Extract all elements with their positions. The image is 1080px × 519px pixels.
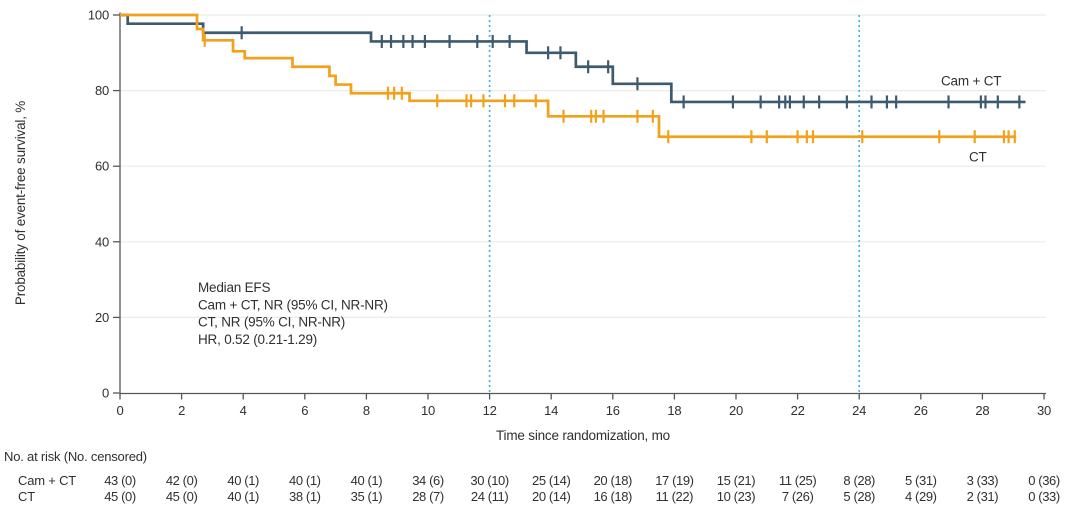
x-axis-ticks: 0 2 4 6 8 10 12 14 16 18 20 22 24 26 28 30: [116, 394, 1051, 418]
x-tick-label: 8: [363, 403, 370, 418]
km-curve-cam-ct: [120, 13, 1026, 104]
risk-value: 40 (1): [227, 473, 259, 488]
y-tick-label: 60: [95, 159, 109, 174]
km-curve-ct: [120, 13, 1017, 139]
risk-value: 8 (28): [843, 473, 875, 488]
x-tick-label: 0: [116, 403, 123, 418]
risk-value: 3 (33): [967, 473, 999, 488]
risk-value: 0 (33): [1028, 489, 1060, 504]
series-label-cam-ct: Cam + CT: [941, 74, 1001, 89]
x-tick-label: 22: [791, 403, 805, 418]
risk-value: 40 (1): [351, 473, 383, 488]
x-tick-label: 30: [1037, 403, 1051, 418]
x-tick-label: 20: [729, 403, 743, 418]
annotation-line: HR, 0.52 (0.21-1.29): [198, 332, 317, 347]
x-tick-label: 4: [240, 403, 247, 418]
y-tick-label: 80: [95, 83, 109, 98]
axes: [119, 12, 1046, 395]
annotation-line: Median EFS: [198, 280, 270, 295]
y-tick-label: 0: [102, 386, 109, 401]
risk-values: 43 (0) 42 (0) 40 (1) 40 (1) 40 (1) 34 (6) 30 (…: [104, 473, 1060, 504]
risk-value: 15 (21): [717, 473, 755, 488]
risk-value: 43 (0): [104, 473, 136, 488]
risk-value: 11 (25): [779, 473, 816, 488]
y-axis-label: Probability of event-free survival, %: [13, 101, 28, 305]
risk-value: 35 (1): [351, 489, 383, 504]
risk-value: 10 (23): [717, 489, 755, 504]
annotation-line: Cam + CT, NR (95% CI, NR-NR): [198, 297, 388, 312]
x-tick-label: 10: [421, 403, 435, 418]
x-tick-label: 16: [606, 403, 620, 418]
x-tick-label: 18: [667, 403, 681, 418]
risk-value: 16 (18): [594, 489, 632, 504]
risk-value: 20 (18): [594, 473, 632, 488]
risk-value: 25 (14): [532, 473, 570, 488]
risk-value: 17 (19): [655, 473, 693, 488]
risk-value: 2 (31): [967, 489, 999, 504]
series-label-ct: CT: [969, 150, 987, 165]
risk-value: 5 (28): [843, 489, 875, 504]
x-tick-label: 6: [301, 403, 308, 418]
risk-value: 7 (26): [782, 489, 814, 504]
risk-value: 4 (29): [905, 489, 937, 504]
risk-value: 40 (1): [227, 489, 259, 504]
gridlines: [120, 14, 1046, 318]
y-tick-label: 40: [95, 234, 109, 249]
risk-table-title: No. at risk (No. censored): [4, 449, 147, 464]
risk-value: 24 (11): [471, 489, 508, 504]
y-axis-ticks: 100 80 60 40 20 0: [88, 8, 120, 401]
risk-value: 5 (31): [905, 473, 937, 488]
risk-value: 38 (1): [289, 489, 321, 504]
y-tick-label: 100: [88, 8, 109, 23]
x-tick-label: 24: [852, 403, 866, 418]
risk-value: 45 (0): [104, 489, 136, 504]
risk-table: No. at risk (No. censored) Cam + CT CT 4…: [4, 449, 1060, 504]
annotation-line: CT, NR (95% CI, NR-NR): [198, 315, 345, 330]
x-tick-label: 12: [483, 403, 497, 418]
reference-lines: [488, 15, 861, 393]
x-axis-label: Time since randomization, mo: [496, 428, 670, 443]
x-tick-label: 2: [178, 403, 185, 418]
risk-value: 45 (0): [166, 489, 198, 504]
risk-value: 42 (0): [166, 473, 198, 488]
risk-value: 40 (1): [289, 473, 321, 488]
risk-value: 28 (7): [412, 489, 444, 504]
x-tick-label: 14: [544, 403, 558, 418]
risk-value: 20 (14): [532, 489, 570, 504]
median-efs-annotation: Median EFS Cam + CT, NR (95% CI, NR-NR) …: [198, 280, 388, 347]
risk-row-label-ct: CT: [18, 489, 35, 504]
risk-value: 34 (6): [412, 473, 444, 488]
risk-value: 30 (10): [470, 473, 508, 488]
risk-value: 0 (36): [1028, 473, 1060, 488]
risk-value: 11 (22): [656, 489, 693, 504]
km-curves: [120, 13, 1026, 144]
x-tick-label: 28: [975, 403, 989, 418]
x-tick-label: 26: [914, 403, 928, 418]
risk-row-label-cam-ct: Cam + CT: [18, 473, 76, 488]
y-tick-label: 20: [95, 310, 109, 325]
